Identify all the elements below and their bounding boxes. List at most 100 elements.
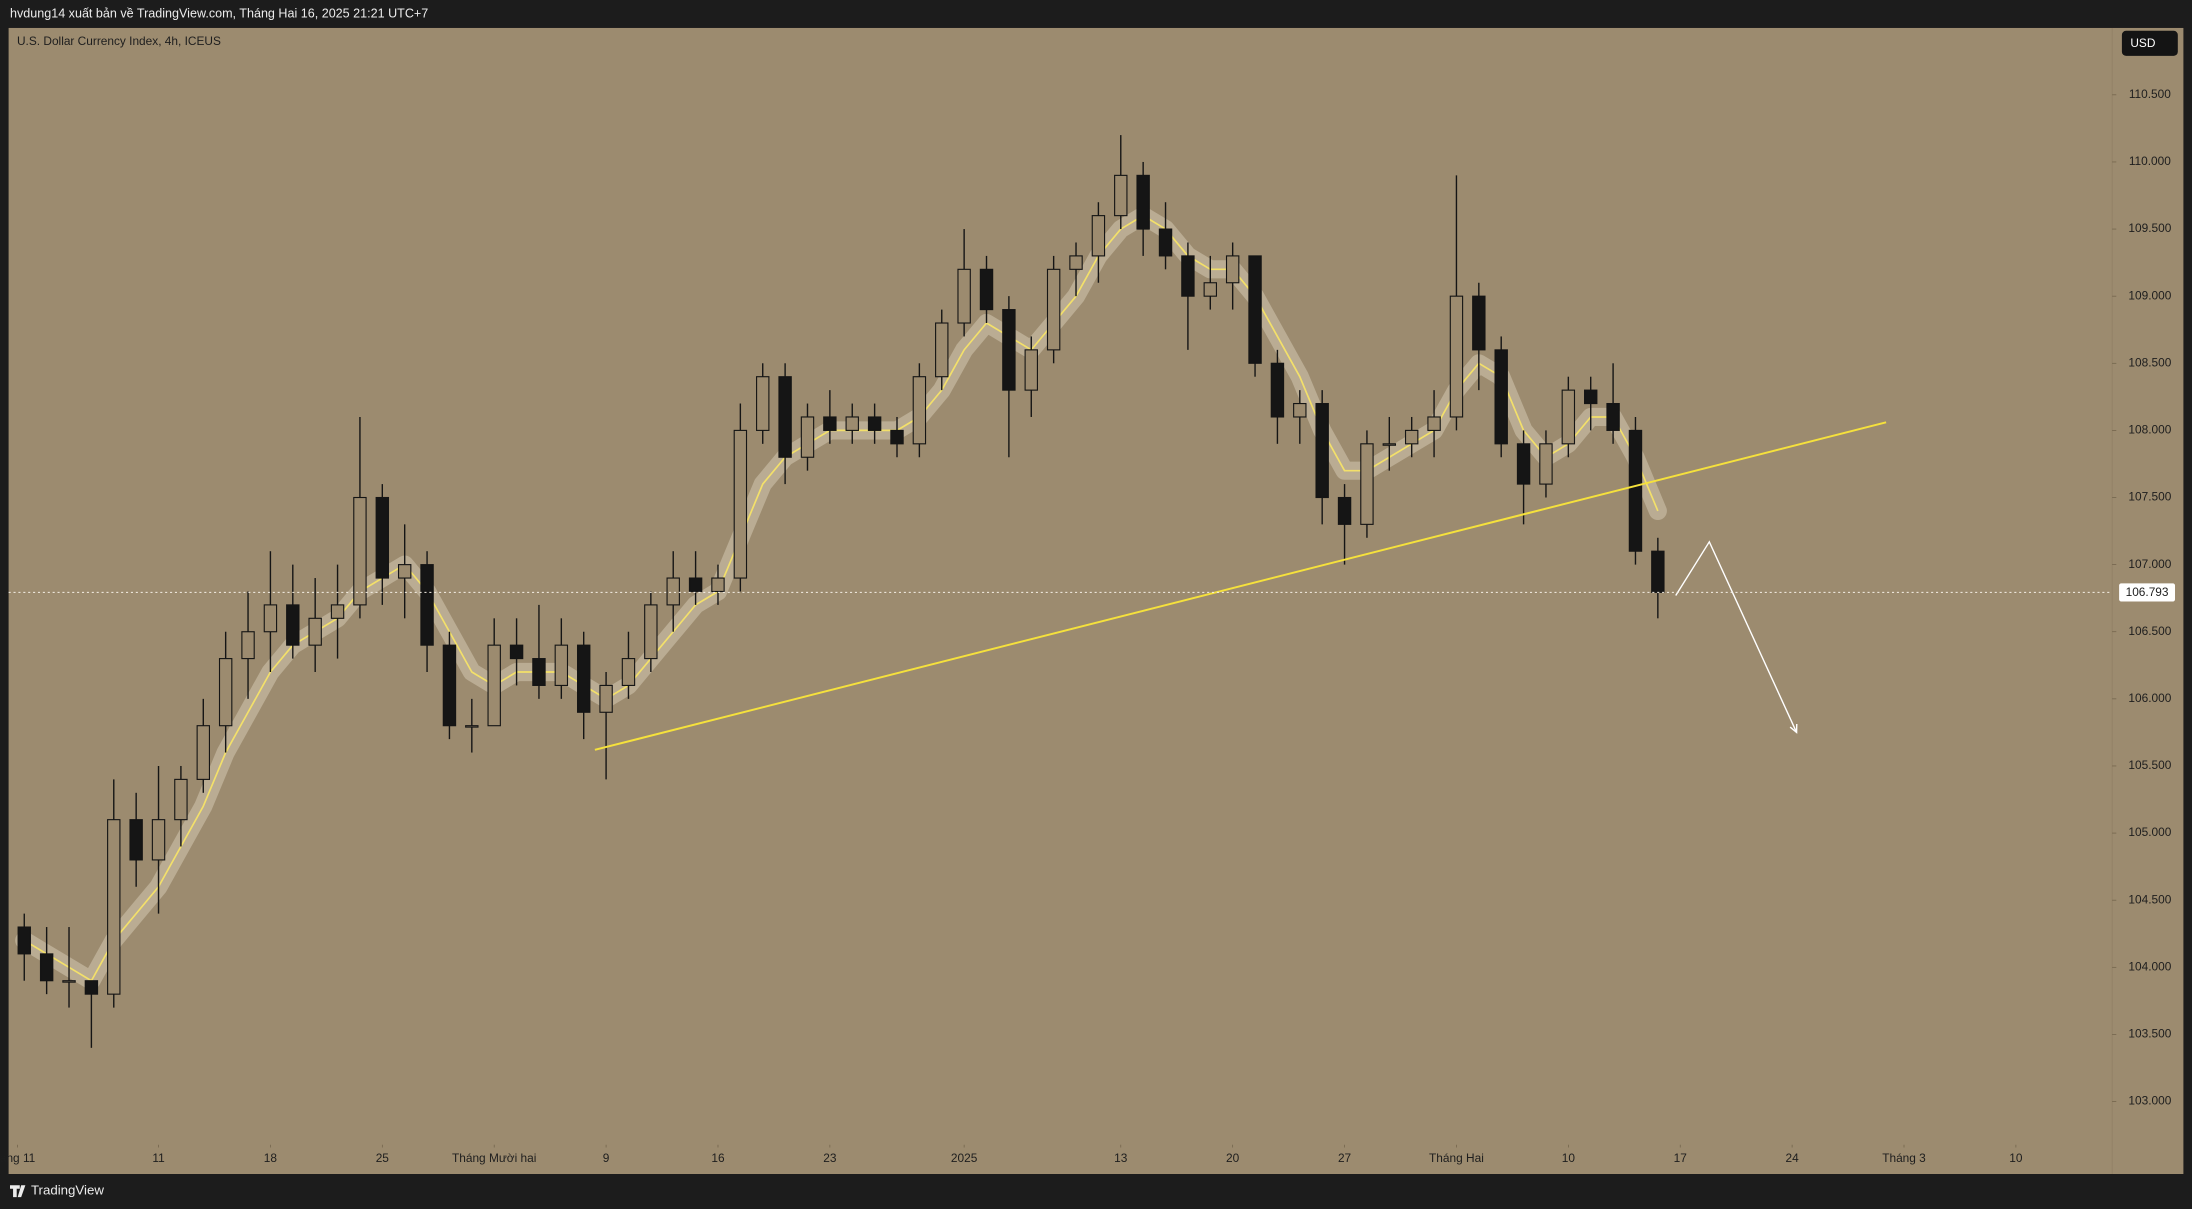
candle-body [1091,215,1106,257]
y-tick-label: 110.000 [2129,154,2171,168]
candle-body [39,953,54,982]
candle-body [800,416,815,458]
currency-button[interactable] [2121,30,2178,56]
y-tick-label: 105.500 [2128,758,2171,772]
candle-body [1069,255,1083,270]
candle-body [1270,362,1285,418]
candle-body [1181,255,1195,297]
candle-body [644,604,658,660]
candle-body [1002,309,1016,391]
candle-body [532,658,546,686]
y-tick-label: 103.000 [2128,1094,2171,1108]
candle-body [375,496,390,579]
candle-body [554,644,569,686]
candle-body [487,644,501,727]
y-tick-label: 107.000 [2128,557,2171,571]
candle-body [1516,443,1531,485]
candle-body [1472,295,1486,351]
y-tick-label: 109.000 [2128,288,2171,302]
projection-arrowhead [1789,724,1798,734]
candle-body [957,268,971,324]
candle-body [1136,174,1150,230]
candle-body [1114,174,1128,217]
currency-label: USD [2130,36,2155,50]
candle-body [1628,429,1643,552]
candle-body [1539,443,1553,485]
candle-body [1203,282,1218,297]
candle-body [1158,228,1173,257]
candle-body [509,644,524,660]
x-tick-label: 2025 [951,1151,978,1165]
candle-body [1382,443,1397,446]
candle-body [823,416,837,431]
candle-body [935,322,949,378]
x-tick-label: 25 [376,1151,390,1165]
y-tick-label: 110.500 [2129,87,2171,101]
x-tick-label: 11 [152,1151,165,1165]
candle-body [621,658,636,686]
trendline [594,421,1887,751]
x-tick-label: áng 11 [0,1151,36,1165]
y-tick-label: 103.500 [2128,1027,2171,1041]
candle-body [576,644,591,713]
y-tick-label: 104.500 [2128,892,2171,906]
x-tick-label: 13 [1114,1151,1128,1165]
candle-body [1225,255,1240,284]
candle-body [442,644,457,727]
x-tick-label: 23 [823,1151,837,1165]
x-tick-label: Tháng 3 [1882,1151,1926,1165]
candle-body [1427,416,1441,431]
candle-body [845,416,859,431]
candle-body [912,376,927,445]
candle-body [1404,429,1419,445]
publish-info: hvdung14 xuất bản về TradingView.com, Th… [10,6,428,20]
candle-body [867,416,882,431]
candle-body [1651,550,1665,593]
footer-brand: TradingView [31,1182,104,1197]
candle-body [599,684,613,713]
y-tick-label: 109.500 [2128,221,2171,235]
x-tick-label: Tháng Hai [1429,1151,1484,1165]
candle-body [1248,255,1262,364]
x-tick-label: 9 [603,1151,610,1165]
candle-body [1360,443,1374,525]
candle-body [17,926,31,955]
x-tick-label: 16 [711,1151,725,1165]
candle-body [129,819,143,861]
candle-body [1449,295,1464,418]
x-tick-label: 17 [1674,1151,1687,1165]
last-price-box [2119,583,2176,602]
candle-body [330,604,345,619]
candle-body [397,564,412,579]
y-tick-label: 106.000 [2128,691,2171,705]
top-bar [0,0,2192,28]
y-tick-label: 106.500 [2128,624,2171,638]
candle-body [1046,268,1061,351]
candle-body [688,577,703,593]
candle-body [979,268,994,311]
y-tick-label: 108.500 [2128,355,2171,369]
x-tick-label: 18 [264,1151,278,1165]
x-tick-label: 10 [2009,1151,2023,1165]
candle-body [1584,389,1598,405]
candle-body [465,725,479,728]
candle-body [107,819,121,995]
x-tick-label: Tháng Mười hai [452,1151,536,1165]
y-tick-label: 104.000 [2128,959,2171,973]
candle-body [778,376,792,458]
y-tick-label: 108.000 [2128,423,2171,437]
bottom-bar [0,1174,2192,1209]
last-price-label: 106.793 [2126,585,2169,599]
candle-body [308,617,322,646]
candle-body [1606,402,1620,431]
candle-body [711,577,725,593]
candle-body [666,577,680,606]
candle-body [756,376,770,431]
candle-body [241,631,255,660]
plot [8,135,2113,1048]
candle-body [263,604,278,633]
brand-logo [9,1185,26,1198]
candle-body [420,564,434,646]
candle-body [1337,496,1352,525]
candle-body [1315,402,1329,499]
